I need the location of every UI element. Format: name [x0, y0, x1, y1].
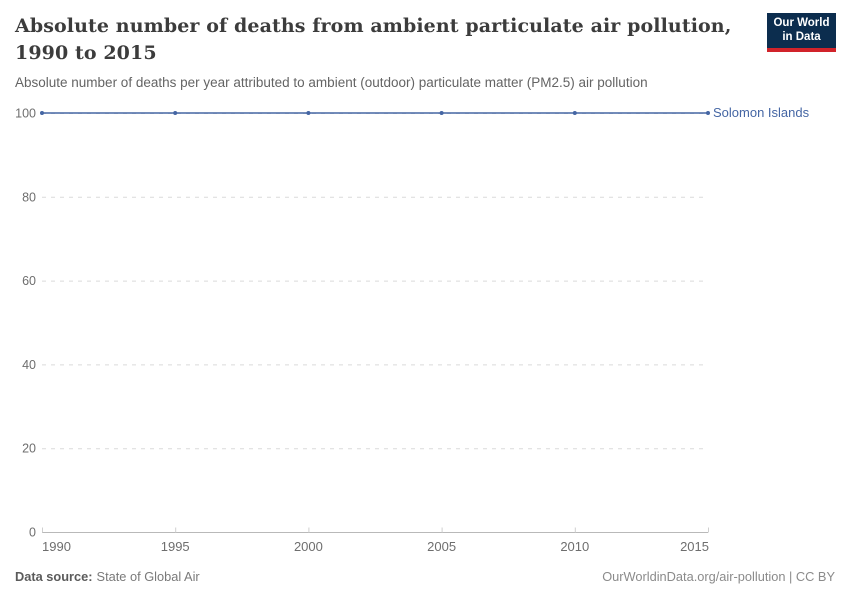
data-point[interactable] [572, 111, 577, 115]
x-tick-label: 2010 [560, 539, 589, 554]
x-tick-label: 2000 [294, 539, 323, 554]
attribution-link[interactable]: OurWorldinData.org/air-pollution | CC BY [602, 569, 835, 584]
y-tick-label: 40 [22, 358, 36, 372]
data-point[interactable] [40, 111, 44, 115]
data-source-note: Data source: State of Global Air [15, 569, 200, 584]
data-point[interactable] [439, 111, 444, 115]
series-entity-label[interactable]: Solomon Islands [713, 105, 810, 120]
owid-logo: Our World in Data [767, 13, 836, 52]
data-point[interactable] [173, 111, 178, 115]
owid-logo-line1: Our World [773, 17, 830, 29]
x-tick-label: 1995 [161, 539, 190, 554]
x-tick-label: 2015 [680, 539, 709, 554]
chart-subtitle: Absolute number of deaths per year attri… [15, 75, 648, 90]
y-tick-label: 0 [29, 526, 36, 540]
x-tick-label: 2005 [427, 539, 456, 554]
data-source-value: State of Global Air [96, 569, 200, 584]
x-tick-label: 1990 [42, 539, 71, 554]
y-tick-label: 100 [15, 107, 36, 121]
data-point[interactable] [306, 111, 311, 115]
chart-title: Absolute number of deaths from ambient p… [15, 15, 732, 64]
data-source-label: Data source: [15, 569, 93, 584]
data-point[interactable] [706, 111, 710, 115]
y-tick-label: 20 [22, 442, 36, 456]
y-tick-label: 80 [22, 190, 36, 204]
y-tick-label: 60 [22, 274, 36, 288]
owid-logo-line2: in Data [782, 31, 821, 43]
